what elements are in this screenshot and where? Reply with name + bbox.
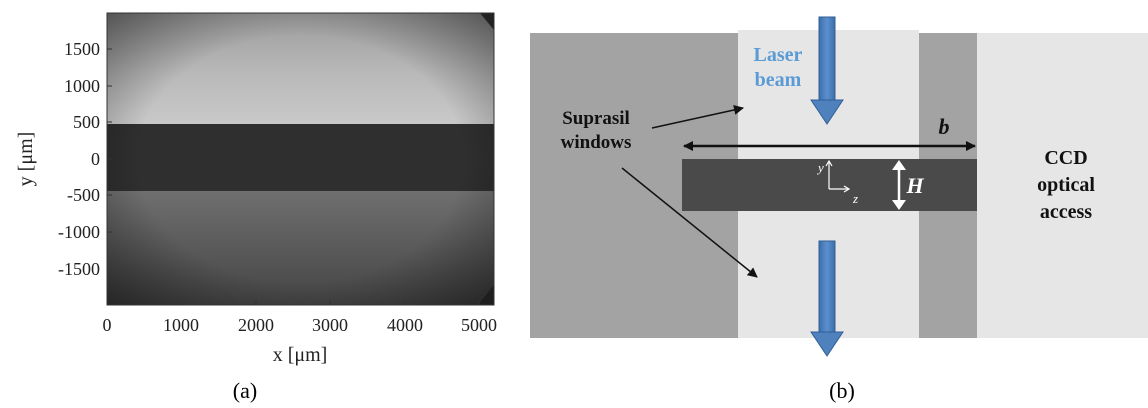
y-axis-title: y [μm]: [15, 132, 37, 187]
suprasil-label-line2: windows: [561, 132, 632, 153]
channel-image: [107, 13, 494, 305]
laser-beam-label-line1: Laser: [754, 44, 803, 66]
axis-z-label: z: [852, 191, 858, 206]
callout-arrow-top: [651, 105, 744, 129]
y-tick-label: 1000: [64, 76, 100, 96]
x-tick-label: 4000: [387, 315, 423, 335]
y-tick-marks: [107, 48, 112, 270]
width-symbol: b: [939, 114, 950, 139]
y-tick-label: 0: [91, 149, 100, 169]
axis-y-label: y: [816, 160, 824, 175]
x-axis-title: x [μm]: [273, 344, 328, 366]
y-tick-label: 1500: [64, 39, 100, 59]
ccd-label-line1: CCD: [1044, 147, 1087, 169]
x-tick-labels: 0 1000 2000 3000 4000 5000: [103, 315, 498, 335]
x-tick-label: 3000: [312, 315, 348, 335]
panel-label-a: (a): [233, 378, 257, 403]
x-tick-label: 0: [103, 315, 112, 335]
height-dimension-arrow: [892, 160, 906, 210]
x-tick-label: 2000: [238, 315, 274, 335]
laser-beam-top: [810, 16, 844, 125]
x-tick-label: 5000: [461, 315, 497, 335]
panel-b: Laser beam Suprasil windows b H y z CCD …: [530, 16, 1148, 403]
suprasil-label-line1: Suprasil: [562, 108, 630, 129]
x-tick-label: 1000: [163, 315, 199, 335]
laser-beam-label-line2: beam: [755, 69, 802, 91]
y-tick-label: -1500: [58, 259, 100, 279]
callout-arrow-bottom: [621, 167, 758, 278]
ccd-label-line2: optical: [1037, 174, 1095, 196]
coordinate-axes: [825, 159, 851, 193]
ccd-label-line3: access: [1040, 201, 1092, 223]
laser-beam-bottom: [810, 240, 844, 357]
y-tick-label: -500: [67, 185, 100, 205]
panel-label-b: (b): [829, 378, 855, 403]
ccd-access-region: [977, 33, 1148, 338]
height-symbol: H: [905, 173, 924, 198]
y-tick-label: 500: [73, 112, 100, 132]
x-tick-marks: [106, 300, 480, 305]
y-tick-label: -1000: [58, 222, 100, 242]
y-tick-labels: 1500 1000 500 0 -500 -1000 -1500: [58, 39, 100, 279]
panel-a: 1500 1000 500 0 -500 -1000 -1500 0 1000 …: [15, 12, 498, 403]
